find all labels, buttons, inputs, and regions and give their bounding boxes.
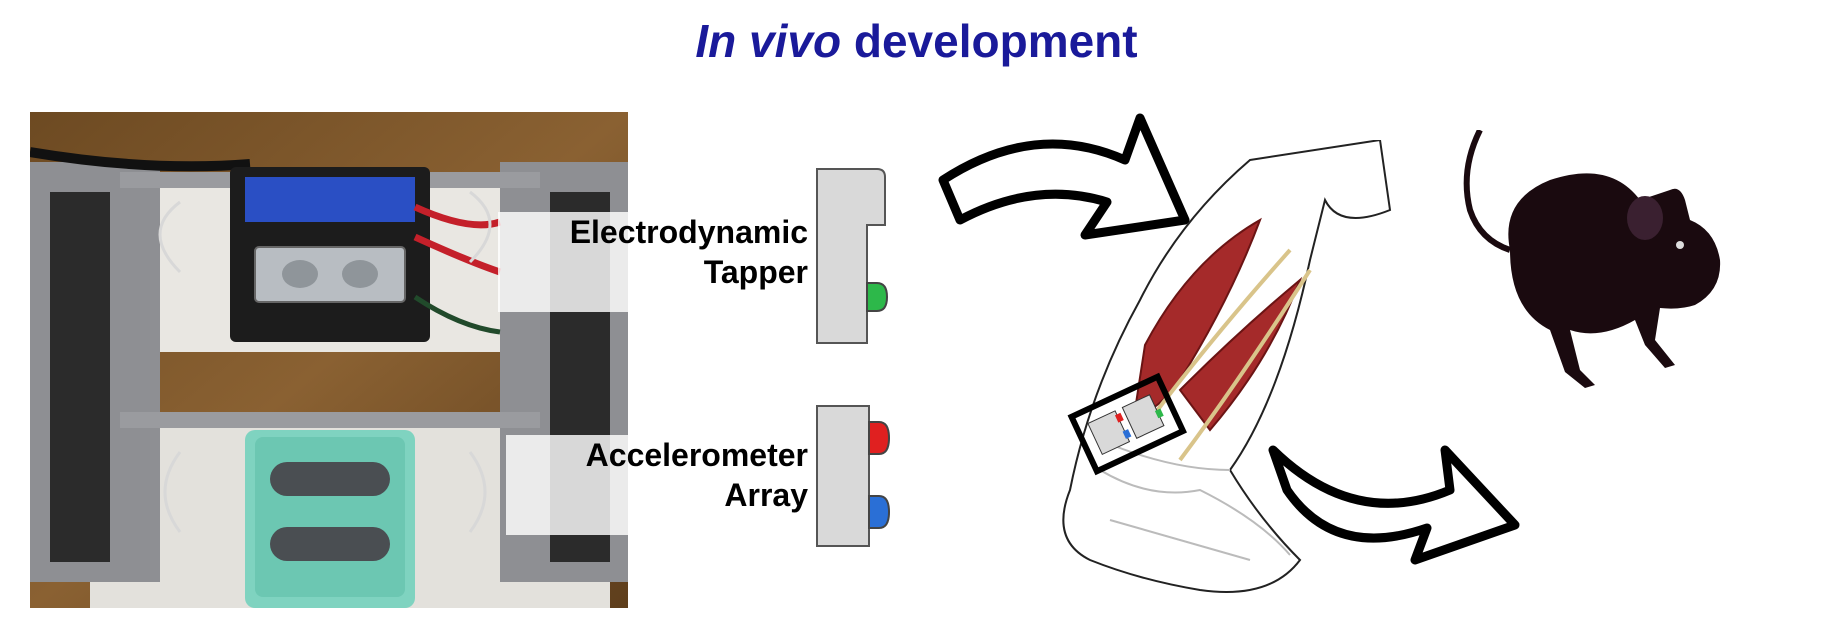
- accelerometer-label-line1: Accelerometer: [585, 437, 808, 473]
- title-italic: In vivo: [695, 15, 842, 67]
- leg-illustration: [1062, 140, 1392, 593]
- accelerometer-label: Accelerometer Array: [506, 435, 814, 535]
- tapper-label-line1: Electrodynamic: [569, 214, 808, 250]
- accelerometer-schematic: [816, 405, 891, 547]
- curved-arrow-top: [938, 113, 1190, 240]
- accelerometer-label-line2: Array: [724, 477, 808, 513]
- device-photo: [30, 112, 628, 608]
- figure-title: In vivo development: [0, 14, 1833, 68]
- tapper-label-line2: Tapper: [703, 254, 808, 290]
- tapper-tip: [866, 282, 889, 312]
- accelerometer-red: [868, 421, 891, 455]
- leg-device-box: [1067, 372, 1187, 476]
- tapper-schematic: [816, 168, 889, 344]
- title-rest: development: [841, 15, 1138, 67]
- curved-arrow-bottom: [1268, 445, 1520, 565]
- tapper-label: Electrodynamic Tapper: [498, 212, 814, 312]
- accelerometer-blue: [868, 495, 891, 529]
- mouse-silhouette: [1463, 130, 1721, 388]
